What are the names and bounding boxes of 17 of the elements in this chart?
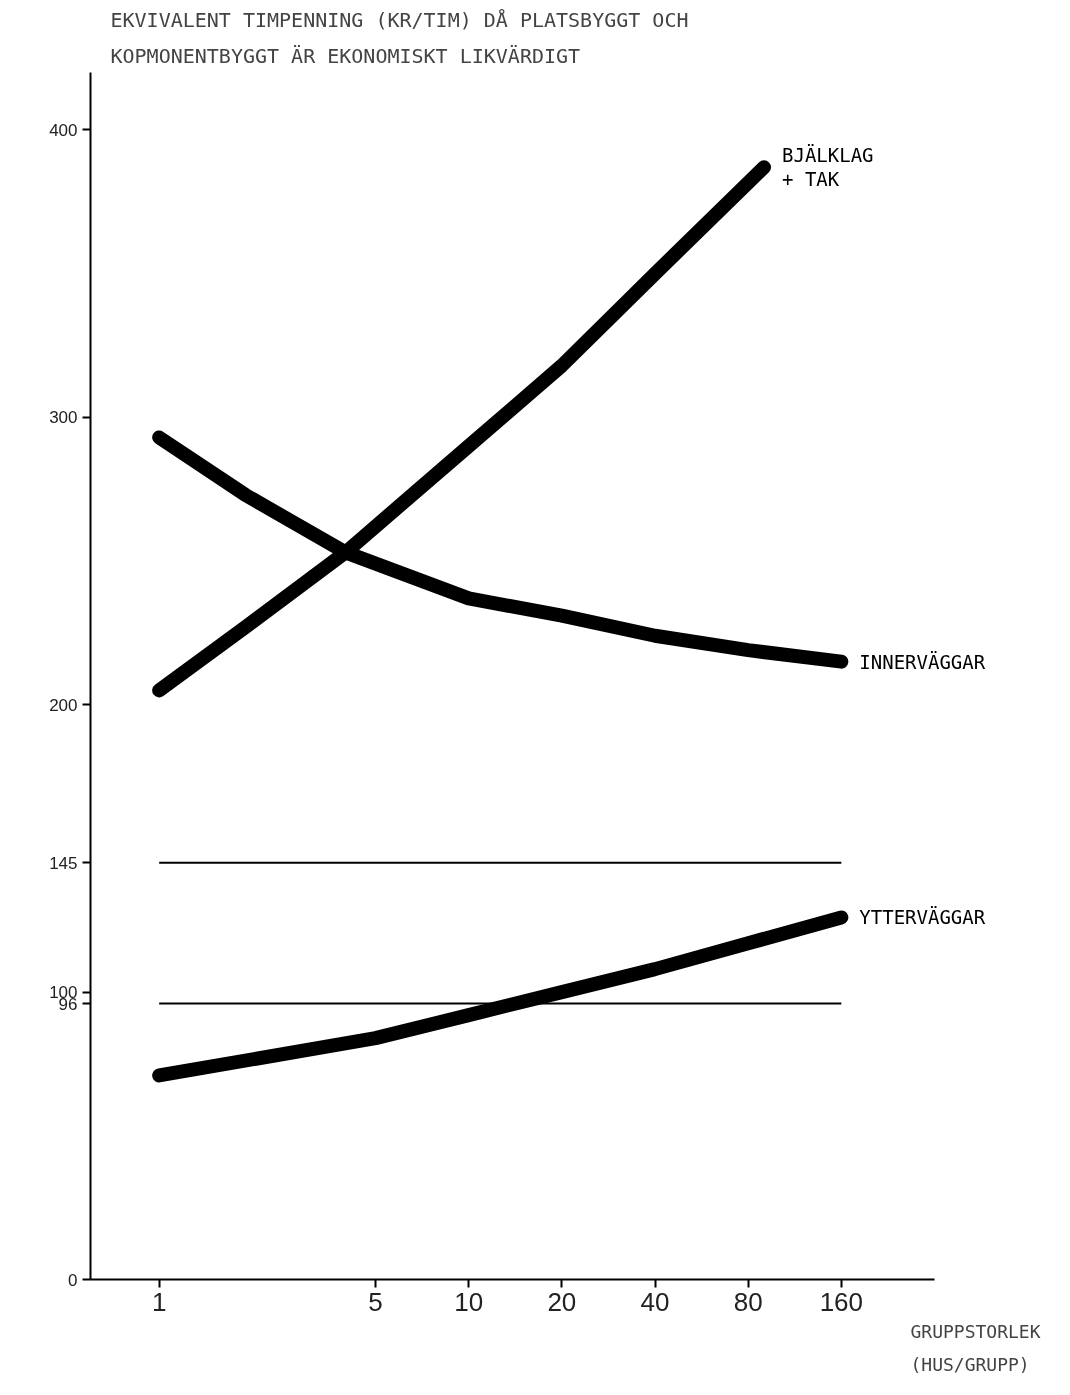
x-axis-title: GRUPPSTORLEK (HUS/GRUPP) (910, 1320, 1041, 1376)
y-tick-label: 145 (49, 853, 78, 873)
y-tick-label: 200 (49, 695, 78, 715)
series-label: INNERVÄGGAR (859, 650, 986, 673)
chart-title: EKVIVALENT TIMPENNING (KR/TIM) DÅ PLATSBYGGT OCH KOPMONENTBYGGT ÄR EKONOMISKT LIKVÄRDIGT (110, 7, 689, 68)
x-tick-label: 5 (368, 1286, 383, 1317)
x-tick-label: 10 (454, 1286, 484, 1317)
y-tick-label: 300 (49, 408, 78, 428)
y-tick-label: 400 (49, 120, 78, 140)
x-tick-label: 1 (151, 1286, 167, 1317)
series-label: YTTERVÄGGAR (859, 906, 986, 929)
y-tick-label: 0 (68, 1270, 78, 1290)
series-label: BJÄLKLAG + TAK (782, 144, 874, 191)
x-tick-label: 40 (640, 1286, 670, 1317)
x-tick-label: 80 (733, 1286, 763, 1317)
x-tick-label: 20 (547, 1286, 577, 1317)
x-tick-label: 160 (819, 1286, 864, 1317)
